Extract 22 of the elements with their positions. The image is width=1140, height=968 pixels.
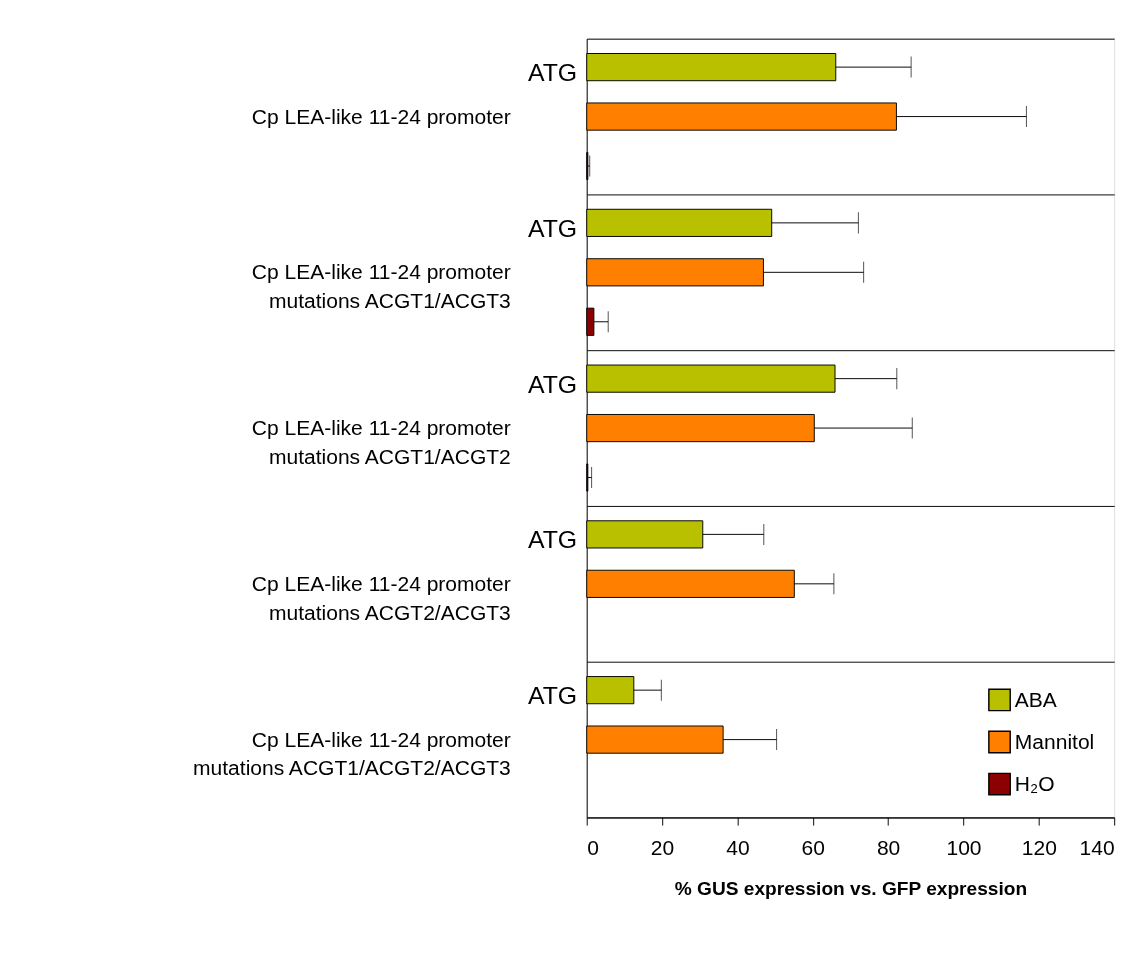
legend-label: H₂O xyxy=(1014,771,1055,795)
x-tick-label: 120 xyxy=(1021,836,1057,860)
x-tick-label: 40 xyxy=(726,836,750,860)
x-axis-title: % GUS expression vs. GFP expression xyxy=(674,878,1028,900)
text: ATG xyxy=(527,526,578,554)
x-tick-label: 20 xyxy=(650,836,675,860)
x-tick-label: 140 xyxy=(1079,836,1115,860)
x-tick-label: 80 xyxy=(876,836,901,860)
x-tick-label: 0 xyxy=(587,836,599,860)
y-tick-label: Cp LEA-like 11-24 promoter mutations ACGT1/ACGT2 xyxy=(251,416,511,468)
text: ATG xyxy=(527,370,578,398)
y-tick-label: Cp LEA-like 11-24 promoter mutations ACGT1/ACGT3 xyxy=(251,260,511,313)
y-tick-label: Cp LEA-like 11-24 promoter mutations ACGT2/ACGT3 xyxy=(251,572,511,624)
x-tick-label: 100 xyxy=(946,836,982,860)
legend-label: ABA xyxy=(1014,687,1057,711)
y-tick-label: Cp LEA-like 11-24 promoter xyxy=(251,104,511,128)
text: ATG xyxy=(527,682,578,710)
legend-label: Mannitol xyxy=(1014,729,1095,753)
text: ATG xyxy=(527,59,578,87)
y-tick-label: Cp LEA-like 11-24 promoter mutations ACGT1/ACGT2/ACGT3 xyxy=(193,727,511,780)
text: ATG xyxy=(527,214,578,242)
x-tick-label: 60 xyxy=(801,836,825,860)
